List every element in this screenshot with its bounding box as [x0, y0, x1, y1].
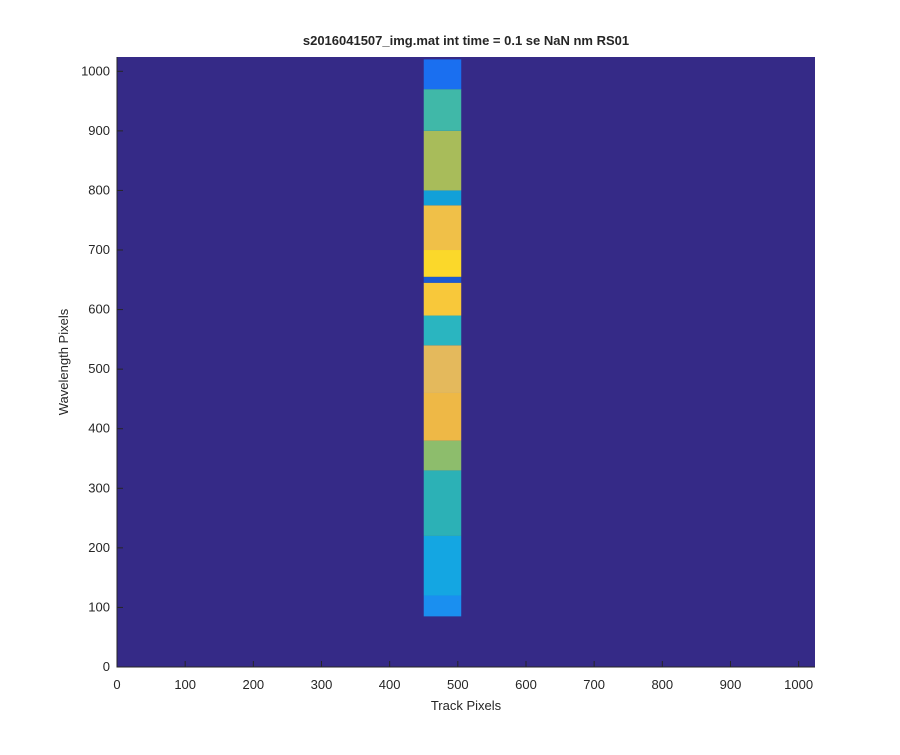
- y-tick-label: 200: [88, 540, 110, 555]
- stripe-segment: [423, 276, 462, 283]
- stripe-segment: [423, 315, 462, 346]
- y-tick-label: 400: [88, 421, 110, 436]
- y-tick-label: 300: [88, 480, 110, 495]
- y-tick-label: 100: [88, 599, 110, 614]
- x-tick-label: 1000: [784, 677, 813, 692]
- stripe-segment: [423, 130, 462, 191]
- x-tick-label: 400: [379, 677, 401, 692]
- stripe-segment: [423, 89, 462, 131]
- stripe-segment: [423, 595, 462, 617]
- y-tick-label: 0: [103, 659, 110, 674]
- stripe-segment: [423, 440, 462, 471]
- stripe-segment: [423, 470, 462, 536]
- x-tick-label: 900: [720, 677, 742, 692]
- x-tick-label: 500: [447, 677, 469, 692]
- stripe-segment: [423, 59, 462, 90]
- x-tick-label: 100: [174, 677, 196, 692]
- y-tick-label: 700: [88, 242, 110, 257]
- y-tick-label: 1000: [81, 63, 110, 78]
- stripe-segment: [423, 345, 462, 393]
- y-tick-label: 800: [88, 182, 110, 197]
- y-axis-label: Wavelength Pixels: [56, 308, 71, 415]
- x-tick-label: 700: [583, 677, 605, 692]
- x-tick-label: 0: [113, 677, 120, 692]
- x-tick-label: 600: [515, 677, 537, 692]
- stripe-segment: [423, 190, 462, 206]
- x-tick-label: 200: [242, 677, 264, 692]
- stripe-segment: [423, 392, 462, 441]
- stripe-segment: [423, 282, 462, 316]
- y-tick-label: 600: [88, 302, 110, 317]
- x-axis-label: Track Pixels: [431, 698, 502, 713]
- y-tick-label: 500: [88, 361, 110, 376]
- image-background: [117, 57, 815, 667]
- chart-title: s2016041507_img.mat int time = 0.1 se Na…: [303, 33, 629, 48]
- x-tick-label: 800: [651, 677, 673, 692]
- stripe-segment: [423, 535, 462, 596]
- stripe-segment: [423, 250, 462, 277]
- stripe-segment: [423, 205, 462, 251]
- y-tick-label: 900: [88, 123, 110, 138]
- x-tick-label: 300: [311, 677, 333, 692]
